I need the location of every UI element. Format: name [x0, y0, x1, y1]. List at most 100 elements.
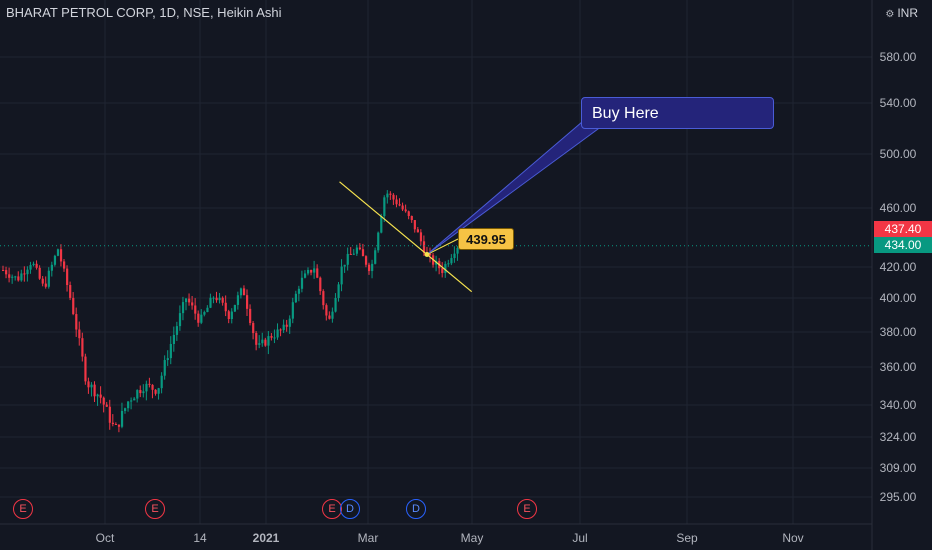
candle-body [72, 297, 75, 315]
candle-body [242, 288, 246, 296]
candle-body [386, 193, 389, 198]
candle-body [392, 194, 395, 200]
candle-body [270, 336, 273, 338]
y-tick-label: 460.00 [880, 201, 917, 215]
candle-body [398, 204, 401, 206]
candle-body [56, 249, 60, 256]
candle-body [282, 324, 285, 331]
candle-body [209, 297, 212, 308]
dividend-event-badge[interactable]: D [406, 499, 426, 519]
candle-body [361, 249, 365, 257]
grid [0, 0, 873, 550]
candle-body [29, 265, 32, 270]
candle-body [99, 394, 102, 398]
candle-body [191, 302, 194, 306]
candle-body [78, 329, 81, 339]
candle-body [300, 277, 304, 289]
trendline-anchor[interactable] [424, 252, 430, 258]
candle-body [255, 333, 258, 345]
candle-body [136, 390, 139, 399]
candle-body [139, 390, 142, 394]
candle-body [416, 229, 419, 233]
dividend-event-badge[interactable]: D [340, 499, 360, 519]
candle-body [429, 253, 432, 256]
candle-body [14, 276, 17, 278]
x-tick-label: Mar [358, 531, 379, 545]
y-tick-label: 420.00 [880, 260, 917, 274]
earnings-event-badge[interactable]: E [145, 499, 165, 519]
candle-body [151, 384, 154, 390]
candle-body [203, 312, 206, 315]
candle-body [230, 311, 233, 320]
candle-body [294, 293, 297, 303]
candle-body [218, 297, 221, 301]
candle-body [224, 302, 227, 312]
candle-body [355, 247, 358, 254]
candle-body [221, 297, 224, 303]
earnings-event-badge[interactable]: E [13, 499, 33, 519]
candle-body [364, 256, 368, 265]
candle-body [11, 276, 14, 278]
time-axis[interactable]: Oct 14 2021 Mar May Jul Sep Nov [96, 531, 804, 545]
candle-body [114, 423, 118, 425]
y-tick-label: 500.00 [880, 147, 917, 161]
earnings-event-badge[interactable]: E [322, 499, 342, 519]
price-label[interactable]: 439.95 [458, 228, 514, 250]
x-tick-label: Sep [676, 531, 698, 545]
candle-body [145, 383, 148, 392]
trendline[interactable] [339, 181, 473, 293]
candle-body [325, 305, 328, 316]
candle-body [188, 298, 191, 303]
candle-body [380, 216, 383, 233]
callout-pointer-line [426, 238, 459, 255]
earnings-event-badge[interactable]: E [517, 499, 537, 519]
candle-body [23, 273, 26, 275]
y-tick-label: 380.00 [880, 325, 917, 339]
candle-body [44, 283, 47, 287]
candle-body [87, 381, 90, 388]
candle-body [340, 266, 343, 285]
candle-body [66, 268, 69, 286]
x-tick-label: 14 [193, 531, 207, 545]
candle-body [352, 253, 355, 255]
price-tag-high: 437.40 [874, 221, 932, 237]
price-axis[interactable]: 580.00 540.00 500.00 460.00 420.00 400.00 380.… [880, 50, 917, 504]
candle-body [383, 197, 386, 217]
candle-body [41, 278, 44, 284]
y-tick-label: 340.00 [880, 398, 917, 412]
candle-body [127, 401, 130, 409]
candle-body [374, 250, 377, 264]
candle-body [75, 314, 78, 330]
candle-body [157, 388, 160, 394]
x-tick-label: Oct [96, 531, 115, 545]
candle-body [358, 247, 362, 250]
candle-body [181, 302, 185, 314]
candle-body [53, 255, 57, 265]
candle-body [319, 277, 322, 292]
candle-body [35, 263, 38, 268]
candle-body [96, 394, 99, 397]
gear-icon[interactable]: ⚙ [885, 9, 895, 20]
currency-selector[interactable]: ⚙ INR [885, 6, 918, 20]
currency-label: INR [897, 6, 918, 20]
candle-body [450, 258, 453, 264]
callout-box[interactable]: Buy Here [581, 97, 774, 129]
candle-body [172, 334, 175, 344]
candle-body [328, 315, 331, 319]
candle-body [239, 288, 243, 296]
candle-body [102, 397, 105, 405]
candle-body [447, 263, 450, 265]
candle-body [258, 343, 261, 345]
candle-body [422, 241, 426, 253]
candle-body [212, 297, 215, 299]
candle-body [81, 338, 84, 357]
candle-body [441, 268, 444, 274]
candle-body [273, 337, 276, 339]
candle-body [279, 329, 282, 331]
candle-body [166, 358, 169, 361]
candle-body [154, 389, 157, 394]
candle-body [142, 391, 145, 394]
candle-body [291, 302, 294, 319]
